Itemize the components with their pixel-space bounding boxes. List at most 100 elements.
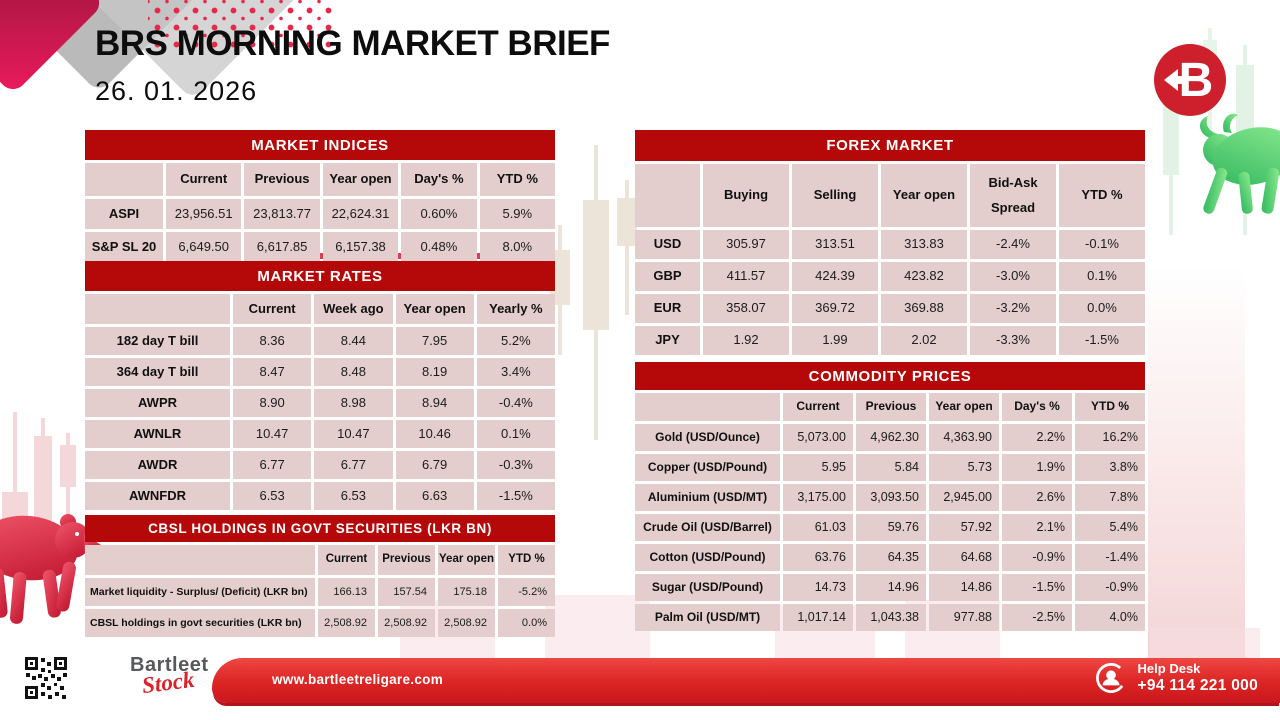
cell-value: 57.92 (929, 514, 999, 541)
cell-value: 6.79 (395, 451, 474, 479)
cell-value: 5.2% (476, 327, 555, 355)
cell-value: -0.1% (1059, 230, 1145, 259)
cell-value: 59.76 (856, 514, 926, 541)
fade-decoration (545, 595, 650, 658)
cell-value: -1.5% (476, 482, 555, 510)
commodity-prices-table: COMMODITY PRICES Current Previous Year ope… (635, 362, 1145, 631)
row-label: S&P SL 20 (85, 232, 163, 262)
cell-value: 977.88 (929, 604, 999, 631)
cell-value: 8.19 (395, 358, 474, 386)
cell-value: -0.9% (1002, 544, 1072, 571)
footer-ribbon: www.bartleetreligare.com Help Desk +94 1… (212, 658, 1280, 703)
forex-market-table: FOREX MARKET Buying Selling Year open Bid-A… (635, 130, 1145, 355)
cell-value: 10.47 (233, 420, 312, 448)
column-header: Previous (244, 163, 320, 196)
cell-value: -3.2% (970, 294, 1056, 323)
table-header-row: Current Previous Year open Day's % YTD % (85, 163, 555, 196)
column-header (635, 393, 780, 421)
table-row: Aluminium (USD/MT) 3,175.00 3,093.50 2,945.… (635, 484, 1145, 511)
candlestick-decoration (550, 225, 570, 355)
cell-value: 3.8% (1075, 454, 1145, 481)
cell-value: 6.53 (314, 482, 393, 510)
cell-value: 10.47 (314, 420, 393, 448)
cell-value: 2.2% (1002, 424, 1072, 451)
column-header (635, 164, 700, 227)
column-header: Current (166, 163, 242, 196)
cell-value: -0.9% (1075, 574, 1145, 601)
cell-value: 16.2% (1075, 424, 1145, 451)
cell-value: 305.97 (703, 230, 789, 259)
column-header: Day's % (401, 163, 477, 196)
candlestick-decoration (1163, 55, 1179, 235)
cell-value: 313.51 (792, 230, 878, 259)
cell-value: 1.92 (703, 326, 789, 355)
cell-value: 5,073.00 (783, 424, 853, 451)
qr-code (24, 656, 68, 700)
bartleet-logo-icon: B (1154, 44, 1226, 116)
cell-value: 6.77 (233, 451, 312, 479)
row-label: CBSL holdings in govt securities (LKR bn… (85, 609, 315, 637)
cell-value: 14.96 (856, 574, 926, 601)
column-header: YTD % (498, 545, 555, 575)
column-header: Day's % (1002, 393, 1072, 421)
table-row: AWPR 8.90 8.98 8.94 -0.4% (85, 389, 555, 417)
cell-value: 369.72 (792, 294, 878, 323)
cell-value: 423.82 (881, 262, 967, 291)
headset-icon (1095, 663, 1126, 693)
row-label: JPY (635, 326, 700, 355)
table-header-row: Current Previous Year open YTD % (85, 545, 555, 575)
cell-value: -1.4% (1075, 544, 1145, 571)
cell-value: 0.60% (401, 199, 477, 229)
cell-value: -3.0% (970, 262, 1056, 291)
table-row: AWNLR 10.47 10.47 10.46 0.1% (85, 420, 555, 448)
cell-value: 2,945.00 (929, 484, 999, 511)
cell-value: 64.68 (929, 544, 999, 571)
cell-value: 4,962.30 (856, 424, 926, 451)
table-row: Sugar (USD/Pound) 14.73 14.96 14.86 -1.5% -0.… (635, 574, 1145, 601)
row-label: Market liquidity - Surplus/ (Deficit) (L… (85, 578, 315, 606)
table-row: Palm Oil (USD/MT) 1,017.14 1,043.38 977.88-… (635, 604, 1145, 631)
cell-value: 157.54 (378, 578, 435, 606)
row-label: 182 day T bill (85, 327, 230, 355)
column-header: Bid-Ask Spread (970, 164, 1056, 227)
cell-value: 4,363.90 (929, 424, 999, 451)
cell-value: 14.86 (929, 574, 999, 601)
brand-wordmark: Bartleet Stock (130, 654, 208, 699)
footer: B Bartleet Stock www.bartleetreligare.co… (0, 644, 1280, 720)
cell-value: 23,813.77 (244, 199, 320, 229)
row-label: AWPR (85, 389, 230, 417)
candlestick-decoration (617, 180, 637, 315)
row-label: GBP (635, 262, 700, 291)
column-header: Year open (929, 393, 999, 421)
brand-sub: Stock (140, 666, 196, 699)
cell-value: 0.1% (1059, 262, 1145, 291)
cell-value: 6.63 (395, 482, 474, 510)
table-row: 364 day T bill 8.47 8.48 8.19 3.4% (85, 358, 555, 386)
help-desk-phone[interactable]: +94 114 221 000 (1137, 676, 1258, 694)
table-title: CBSL HOLDINGS IN GOVT SECURITIES (LKR BN… (85, 515, 555, 542)
column-header: Previous (856, 393, 926, 421)
cell-value: 358.07 (703, 294, 789, 323)
cell-value: 5.73 (929, 454, 999, 481)
row-label: Sugar (USD/Pound) (635, 574, 780, 601)
cell-value: 424.39 (792, 262, 878, 291)
cell-value: 8.94 (395, 389, 474, 417)
candlestick-decoration (60, 433, 76, 528)
cell-value: 7.95 (395, 327, 474, 355)
page-title: BRS MORNING MARKET BRIEF (95, 24, 610, 63)
cell-value: 3,175.00 (783, 484, 853, 511)
website-link[interactable]: www.bartleetreligare.com (272, 672, 444, 687)
cell-value: 5.95 (783, 454, 853, 481)
column-header: YTD % (1059, 164, 1145, 227)
cell-value: 175.18 (438, 578, 495, 606)
help-desk-label: Help Desk (1137, 660, 1201, 676)
pink-gradient-decoration (1148, 265, 1245, 660)
row-label: 364 day T bill (85, 358, 230, 386)
table-row: Cotton (USD/Pound) 63.76 64.35 64.68 -0.9% -1… (635, 544, 1145, 571)
cell-value: 3,093.50 (856, 484, 926, 511)
table-title: MARKET INDICES (85, 130, 555, 160)
cell-value: 0.48% (401, 232, 477, 262)
cell-value: -1.5% (1002, 574, 1072, 601)
cell-value: 5.9% (479, 199, 555, 229)
cell-value: -0.4% (476, 389, 555, 417)
